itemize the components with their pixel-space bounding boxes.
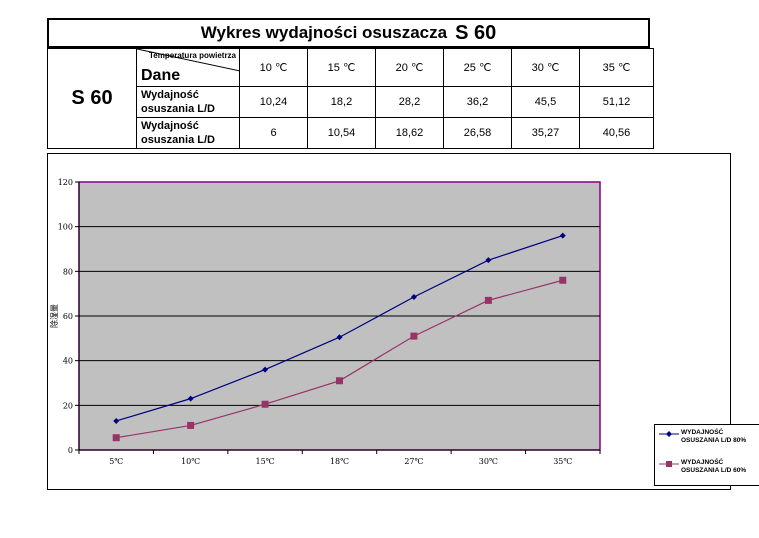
legend-label: WYDAJNOŚĆ OSUSZANIA L/D 60% (681, 459, 747, 474)
x-tick-label: 35℃ (553, 457, 572, 466)
data-point-square (261, 400, 269, 408)
chart-title-bar: Wykres wydajności osuszacza S 60 (47, 18, 650, 48)
table-cell: 18,2 (307, 86, 376, 118)
data-point-diamond (485, 257, 492, 264)
y-tick-label: 40 (63, 357, 73, 366)
table-cell: 51,12 (579, 86, 654, 118)
y-tick-label: 20 (63, 401, 73, 410)
data-point-diamond (559, 232, 566, 239)
table-header-row: S 60 Temperatura powietrza Dane 10 ℃ 15 … (47, 48, 654, 149)
table-row: Wydajność osuszania L/D 6 10,54 18,62 26… (48, 117, 654, 149)
table-cell: 10,54 (307, 117, 376, 149)
x-tick-label: 5℃ (109, 457, 123, 466)
table-cell: 36,2 (443, 86, 512, 118)
chart-area: 0 20 40 60 80 100 120 5℃ 10℃ 15℃ 18℃ 27℃ 30℃ 35℃ 除湿量 W… (47, 153, 759, 490)
table-cell: 26,58 (443, 117, 512, 149)
data-point-diamond (410, 294, 417, 301)
data-point-square (112, 434, 120, 442)
temp-header: 30 ℃ (511, 48, 580, 87)
temp-header: 10 ℃ (239, 48, 308, 87)
table-cell: 45,5 (511, 86, 580, 118)
data-point-diamond (262, 366, 269, 373)
legend-label: WYDAJNOŚĆ OSUSZANIA L/D 80% (681, 429, 747, 444)
data-point-square (559, 276, 567, 284)
title-model: S 60 (455, 21, 497, 44)
chart-legend: WYDAJNOŚĆ OSUSZANIA L/D 80% WYDAJNOŚĆ OS… (654, 424, 759, 486)
table-cell: 10,24 (239, 86, 308, 118)
model-cell: S 60 (47, 48, 137, 149)
data-point-square (484, 296, 492, 304)
data-point-diamond (187, 395, 194, 402)
table-cell: 35,27 (511, 117, 580, 149)
x-tick-label: 15℃ (256, 457, 275, 466)
row-label: Wydajność osuszania L/D (136, 117, 240, 149)
data-point-diamond (113, 417, 120, 424)
diagonal-line (137, 49, 239, 72)
temp-header: 35 ℃ (579, 48, 654, 87)
table-cell: 40,56 (579, 117, 654, 149)
table-row: Wydajność osuszania L/D 10,24 18,2 28,2 … (48, 86, 654, 118)
table-cell: 6 (239, 117, 308, 149)
y-tick-label: 0 (68, 446, 73, 455)
table-cell: 28,2 (375, 86, 444, 118)
y-tick-label: 120 (58, 178, 73, 187)
row-label: Wydajność osuszania L/D (136, 86, 240, 118)
page-title: Wykres wydajności osuszacza (200, 23, 448, 42)
line-chart: 0 20 40 60 80 100 120 5℃ 10℃ 15℃ 18℃ 27℃ 30℃ 35℃ 除湿量 (49, 178, 601, 466)
table-cell: 18,62 (375, 117, 444, 149)
data-point-diamond (336, 334, 343, 341)
data-point-square (187, 421, 195, 429)
x-tick-label: 30℃ (479, 457, 498, 466)
header-diagonal-cell: Temperatura powietrza Dane (136, 48, 240, 87)
y-tick-label: 60 (63, 312, 73, 321)
header-data-label: Dane (141, 67, 181, 84)
legend-diamond-marker (659, 431, 679, 437)
x-tick-label: 18℃ (330, 457, 349, 466)
x-tick-label: 10℃ (181, 457, 200, 466)
x-tick-label: 27℃ (404, 457, 423, 466)
capacity-table: S 60 Temperatura powietrza Dane 10 ℃ 15 … (47, 48, 654, 149)
y-tick-label: 80 (63, 267, 73, 276)
y-axis-label: 除湿量 (49, 304, 59, 328)
y-tick-label: 100 (58, 223, 73, 232)
data-point-square (336, 377, 343, 385)
temp-header: 25 ℃ (443, 48, 512, 87)
data-point-square (410, 332, 418, 340)
temp-header: 15 ℃ (307, 48, 376, 87)
header-temperature-label: Temperatura powietrza (149, 51, 236, 60)
temp-header: 20 ℃ (375, 48, 444, 87)
legend-square-marker (659, 461, 679, 467)
